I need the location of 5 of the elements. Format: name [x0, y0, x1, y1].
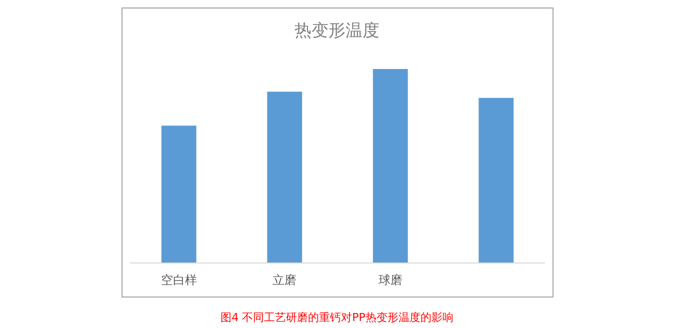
- x-tick-label: 立磨: [272, 273, 297, 287]
- caption: 图4 不同工艺研磨的重钙对PP热变形温度的影响: [220, 311, 454, 324]
- chart-title: 热变形温度: [294, 21, 380, 41]
- x-tick-label: 空白样: [160, 273, 197, 287]
- x-tick-label: 球磨: [378, 273, 402, 287]
